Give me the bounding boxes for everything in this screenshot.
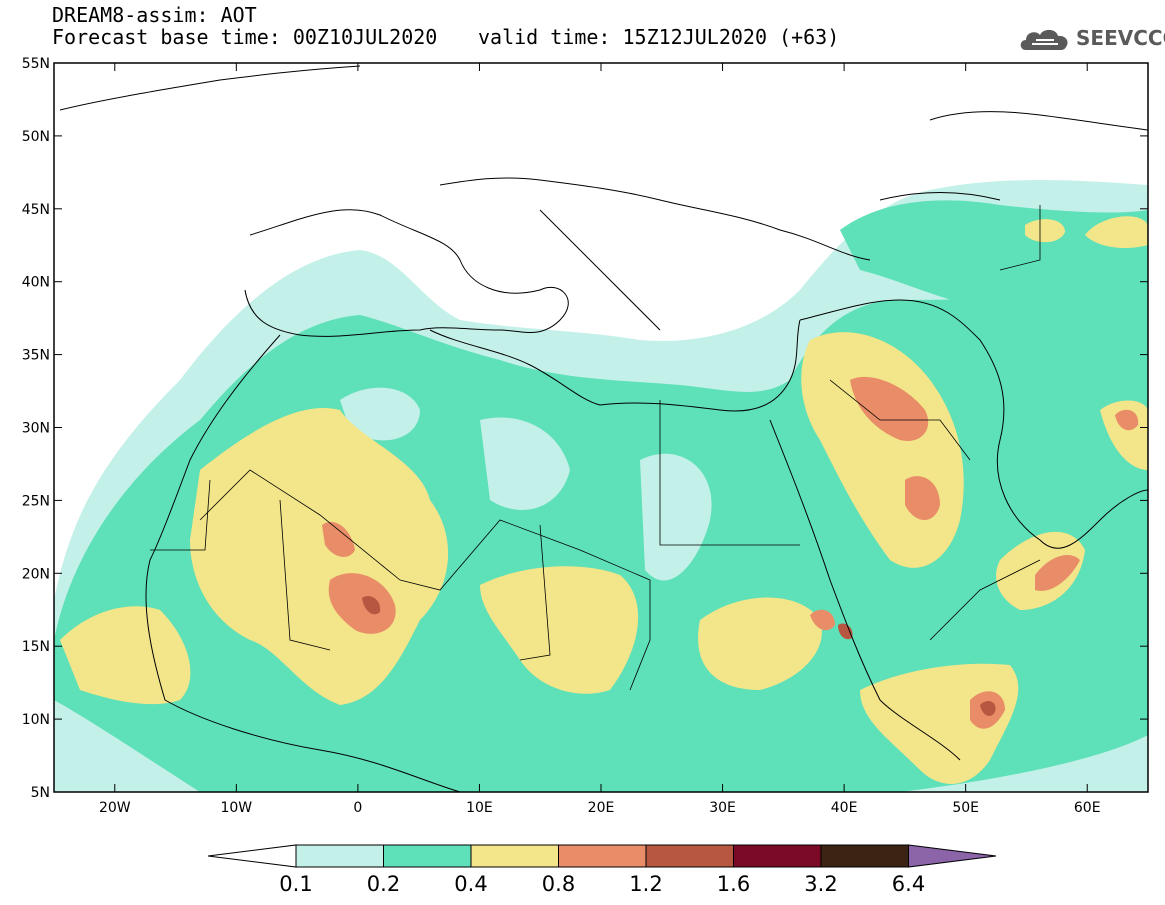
country-borders (150, 205, 1041, 691)
lat-tick-label: 5N (31, 785, 50, 801)
aot-contour-0.4-chad (480, 566, 639, 694)
colorbar-swatch (470, 844, 559, 868)
aot-contour-1.2-eritrea (838, 623, 853, 640)
aot-contour-0.1-egypt (640, 453, 712, 581)
forecast-base-time: Forecast base time: 00Z10JUL2020 (52, 25, 438, 49)
lat-tick-label: 20N (22, 566, 50, 582)
lon-tick-label: 0 (353, 800, 362, 816)
coastlines (59, 65, 1148, 792)
colorbar-swatch (383, 844, 472, 868)
aot-contour-0.8-iran (1115, 409, 1139, 431)
map-title: DREAM8-assim: AOT (52, 3, 257, 27)
aot-contour-0.1-inner (340, 387, 420, 441)
aot-contour-0.2-caucasus (840, 200, 1148, 327)
lon-tick-label: 30E (709, 800, 736, 816)
aot-contour-0.8-iraq (850, 376, 929, 441)
colorbar-swatch (558, 844, 647, 868)
lon-tick-label: 10W (220, 800, 252, 816)
colorbar-swatch (820, 844, 909, 868)
seevccc-logo: SEEVCCC (1018, 24, 1165, 54)
aot-contour-0.4-ukraine (1025, 219, 1065, 243)
aot-contour-0.4-sudan (698, 597, 822, 690)
colorbar-label: 1.2 (629, 872, 662, 896)
lat-tick-label: 50N (22, 129, 50, 145)
cloud-icon (1020, 29, 1068, 50)
colorbar-label: 3.2 (804, 872, 837, 896)
latitude-axis: 55N 50N 45N 40N 35N 30N 25N 20N 15N 10N 5N (22, 56, 1148, 801)
lon-tick-label: 20E (588, 800, 615, 816)
colorbar-label: 6.4 (892, 872, 925, 896)
valid-time: valid time: 15Z12JUL2020 (+63) (478, 25, 840, 49)
colorbar-under-triangle (207, 844, 297, 868)
aot-contour-0.8-mauritania (322, 521, 355, 557)
colorbar-label: 0.2 (367, 872, 400, 896)
lat-tick-label: 25N (22, 493, 50, 509)
aot-contour-0.4-caspian (1085, 216, 1148, 248)
lat-tick-label: 15N (22, 639, 50, 655)
colorbar-label: 1.6 (717, 872, 750, 896)
lat-tick-label: 55N (22, 56, 50, 72)
lon-tick-label: 20W (99, 800, 131, 816)
colorbar-label: 0.1 (279, 872, 312, 896)
aot-contour-0.8-mali (328, 573, 396, 634)
lat-tick-label: 10N (22, 712, 50, 728)
aot-contour-0.1-libya (480, 417, 570, 510)
aot-contour-0.8-eritrea (810, 609, 835, 631)
longitude-axis: 20W 10W 0 10E 20E 30E 40E 50E 60E (99, 63, 1101, 816)
colorbar-label: 0.8 (542, 872, 575, 896)
colorbar-swatch (733, 844, 822, 868)
lat-tick-label: 40N (22, 275, 50, 291)
colorbar: 0.1 0.2 0.4 0.8 1.2 1.6 3.2 6.4 (207, 844, 997, 896)
aot-contour-1.2-somalia (980, 701, 996, 716)
lat-tick-label: 35N (22, 348, 50, 364)
lon-tick-label: 60E (1074, 800, 1101, 816)
aot-contour-0.8-oman (1035, 555, 1080, 591)
colorbar-swatch (295, 844, 384, 868)
logo-text: SEEVCCC (1076, 26, 1165, 50)
aot-contour-1.2-mali (362, 595, 381, 615)
aot-field (54, 63, 1148, 792)
colorbar-label: 0.4 (454, 872, 487, 896)
lon-tick-label: 40E (831, 800, 858, 816)
aot-contour-0.4-westafrica (60, 606, 191, 705)
lon-tick-label: 10E (466, 800, 493, 816)
lat-tick-label: 45N (22, 202, 50, 218)
colorbar-over-triangle (908, 844, 997, 868)
colorbar-swatch (645, 844, 734, 868)
aot-contour-0.8-saudi (905, 476, 940, 520)
lat-tick-label: 30N (22, 421, 50, 437)
lon-tick-label: 50E (952, 800, 979, 816)
